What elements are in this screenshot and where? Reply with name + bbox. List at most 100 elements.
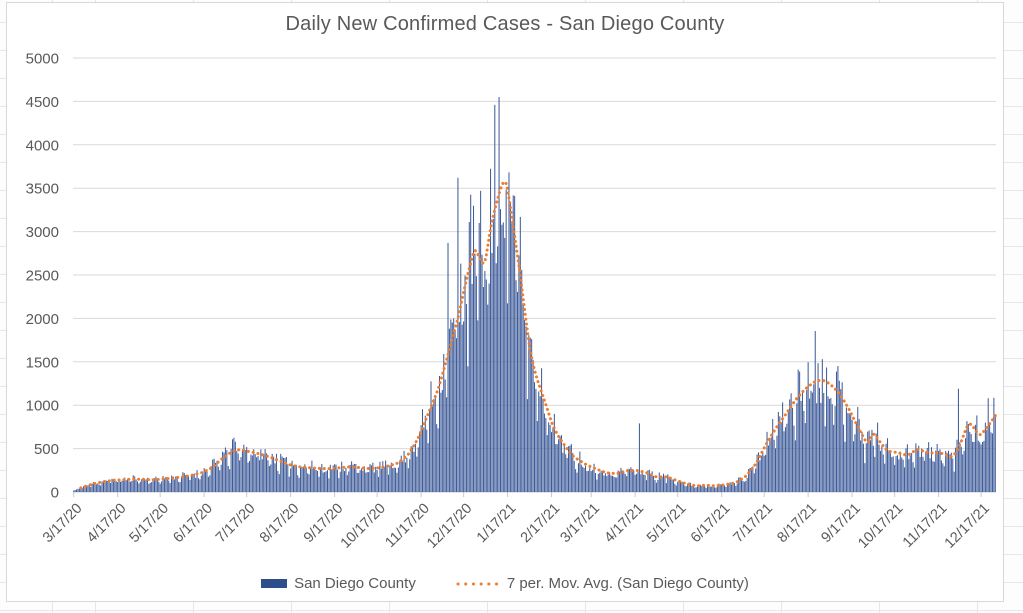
daily-cases-bar (729, 482, 731, 492)
daily-cases-bar (498, 97, 500, 492)
daily-cases-bar (582, 466, 584, 492)
daily-cases-bar (867, 431, 869, 492)
daily-cases-bar (474, 253, 476, 492)
daily-cases-bar (166, 479, 168, 492)
daily-cases-bar (115, 481, 117, 492)
daily-cases-bar (647, 470, 649, 492)
daily-cases-bar (450, 319, 452, 492)
daily-cases-bar (877, 422, 879, 492)
daily-cases-bar (175, 476, 177, 492)
daily-cases-bar (485, 279, 487, 492)
daily-cases-bar (522, 303, 524, 492)
daily-cases-bar (202, 474, 204, 492)
daily-cases-bar (616, 477, 618, 492)
daily-cases-bar (799, 371, 801, 492)
daily-cases-bar (119, 481, 122, 492)
daily-cases-bar (885, 443, 887, 492)
daily-cases-bar (324, 472, 326, 492)
daily-cases-bar (969, 431, 971, 492)
daily-cases-bar (942, 463, 944, 492)
daily-cases-bar (904, 467, 906, 492)
daily-cases-bar (911, 452, 913, 492)
daily-cases-bar (765, 454, 767, 492)
daily-cases-bar (980, 444, 982, 492)
daily-cases-bar (144, 480, 146, 492)
daily-cases-bar (680, 482, 682, 492)
daily-cases-bar (824, 426, 826, 492)
daily-cases-bar (862, 443, 864, 492)
daily-cases-bar (861, 431, 863, 492)
daily-cases-bar (813, 384, 815, 492)
daily-cases-bar (161, 481, 163, 492)
daily-cases-bar (658, 472, 660, 492)
daily-cases-bar (915, 443, 917, 492)
daily-cases-bar (338, 478, 340, 492)
daily-cases-bar (556, 444, 558, 492)
daily-cases-bar (427, 443, 429, 492)
daily-cases-bar (192, 474, 194, 492)
daily-cases-bar (127, 478, 129, 492)
daily-cases-bar (468, 222, 470, 492)
daily-cases-bar (722, 485, 724, 492)
daily-cases-bar (118, 481, 120, 492)
daily-cases-bar (763, 455, 765, 492)
y-axis-tick-label: 500 (34, 441, 59, 458)
daily-cases-bar (559, 436, 561, 492)
daily-cases-bar (826, 367, 828, 492)
daily-cases-bar (939, 449, 941, 492)
daily-cases-bar (787, 411, 789, 492)
daily-cases-bar (241, 449, 243, 492)
daily-cases-bar (461, 324, 463, 492)
daily-cases-bar (141, 479, 143, 492)
daily-cases-bar (135, 479, 137, 492)
daily-cases-bar (390, 462, 392, 492)
daily-cases-bar (918, 445, 920, 492)
daily-cases-bar (936, 444, 938, 492)
daily-cases-bar (308, 474, 310, 492)
daily-cases-bar (762, 452, 764, 492)
daily-cases-bar (967, 423, 969, 492)
daily-cases-bar (681, 481, 683, 492)
daily-cases-bar (156, 479, 158, 492)
daily-cases-bar (268, 466, 270, 492)
daily-cases-bar (151, 482, 153, 492)
daily-cases-bar (543, 413, 545, 492)
daily-cases-bar (423, 427, 425, 492)
daily-cases-bar (994, 414, 996, 492)
daily-cases-bar (229, 469, 231, 492)
y-axis-tick-label: 1500 (26, 354, 59, 371)
daily-cases-bar (899, 451, 901, 492)
daily-cases-bar (742, 480, 744, 492)
daily-cases-bar (416, 456, 418, 492)
daily-cases-bar (986, 429, 988, 492)
daily-cases-bar (108, 481, 110, 492)
daily-cases-bar (383, 466, 385, 492)
daily-cases-bar (111, 478, 113, 492)
daily-cases-bar (841, 382, 843, 492)
daily-cases-bar (685, 486, 687, 492)
daily-cases-bar (188, 476, 190, 492)
daily-cases-bar (651, 471, 653, 492)
daily-cases-bar (74, 490, 76, 492)
daily-cases-bar (552, 427, 554, 492)
daily-cases-bar (463, 321, 465, 492)
daily-cases-bar (913, 467, 915, 492)
daily-cases-bar (122, 480, 124, 492)
daily-cases-bar (922, 456, 924, 492)
daily-cases-bar (875, 433, 877, 492)
daily-cases-bar (587, 470, 589, 492)
x-axis-tick-label: 10/17/20 (338, 501, 389, 552)
y-axis-tick-label: 2000 (26, 311, 59, 328)
daily-cases-bar (335, 464, 337, 492)
daily-cases-bar (773, 439, 775, 492)
daily-cases-bar (586, 471, 588, 492)
daily-cases-bar (460, 263, 462, 492)
daily-cases-bar (438, 375, 441, 492)
chart-object[interactable]: Daily New Confirmed Cases - San Diego Co… (6, 2, 1004, 602)
daily-cases-bar (857, 407, 859, 492)
daily-cases-bar (828, 398, 830, 492)
daily-cases-bar (172, 478, 174, 492)
daily-cases-bar (426, 429, 428, 492)
daily-cases-bar (938, 450, 940, 492)
daily-cases-bar (953, 471, 955, 492)
